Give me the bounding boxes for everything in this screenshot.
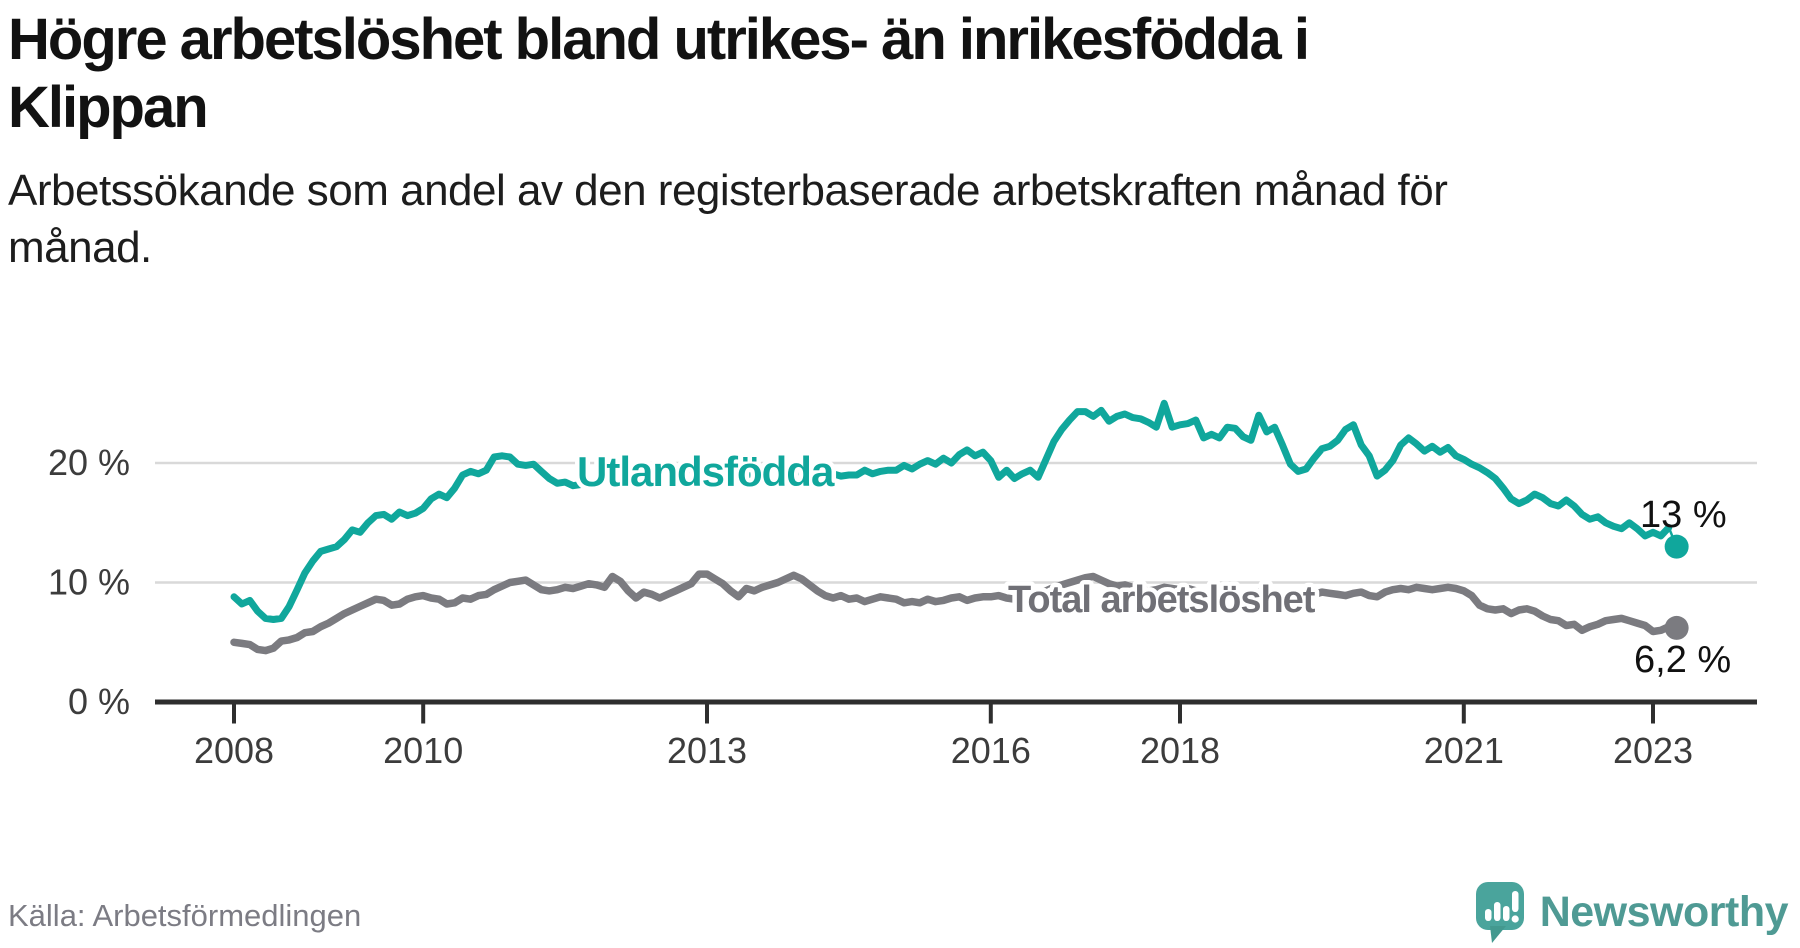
chart-subtitle: Arbetssökande som andel av den registerb…	[8, 162, 1708, 276]
series-label-0: Utlandsfödda	[577, 448, 835, 495]
x-axis-label-2008: 2008	[194, 730, 274, 771]
y-axis-label-10: 10 %	[48, 562, 130, 603]
page-title-line-1: Högre arbetslöshet bland utrikes- än inr…	[8, 7, 1310, 72]
series-line-0	[230, 399, 1673, 623]
page-title: Högre arbetslöshet bland utrikes- än inr…	[8, 6, 1792, 142]
series-label-1: Total arbetslöshet	[1008, 579, 1316, 621]
chart-subtitle-line-1: Arbetssökande som andel av den registerb…	[8, 166, 1448, 215]
series-end-label-0: 13 %	[1640, 494, 1727, 536]
line-chart-canvas: 0 % 10 % 20 % 2008 2010 2013 2016 2018 2021 2023 U…	[48, 399, 1757, 771]
x-axis-label-2010: 2010	[383, 730, 463, 771]
newsworthy-speech-bubble-bar-chart-icon	[1475, 882, 1524, 943]
x-axis-label-2021: 2021	[1424, 730, 1504, 771]
line-chart: 0 % 10 % 20 % 2008 2010 2013 2016 2018 2021 2023 U…	[0, 300, 1800, 840]
series-line-1	[230, 570, 1681, 655]
page-title-line-2: Klippan	[8, 74, 209, 140]
y-axis-label-20: 20 %	[48, 442, 130, 483]
newsworthy-logo: Newsworthy	[1474, 880, 1789, 944]
x-axis-label-2018: 2018	[1140, 730, 1220, 771]
newsworthy-wordmark: Newsworthy	[1539, 887, 1789, 936]
series-end-dot-0	[1664, 534, 1689, 559]
y-axis-label-0: 0 %	[68, 681, 130, 722]
x-axis-label-2016: 2016	[951, 730, 1031, 771]
x-axis-label-2013: 2013	[667, 730, 747, 771]
x-axis-label-2023: 2023	[1613, 730, 1693, 771]
series-end-label-1: 6,2 %	[1634, 639, 1731, 681]
chart-subtitle-line-2: månad.	[8, 223, 152, 273]
source-note: Källa: Arbetsförmedlingen	[8, 898, 362, 933]
series-end-dot-1	[1664, 615, 1689, 640]
